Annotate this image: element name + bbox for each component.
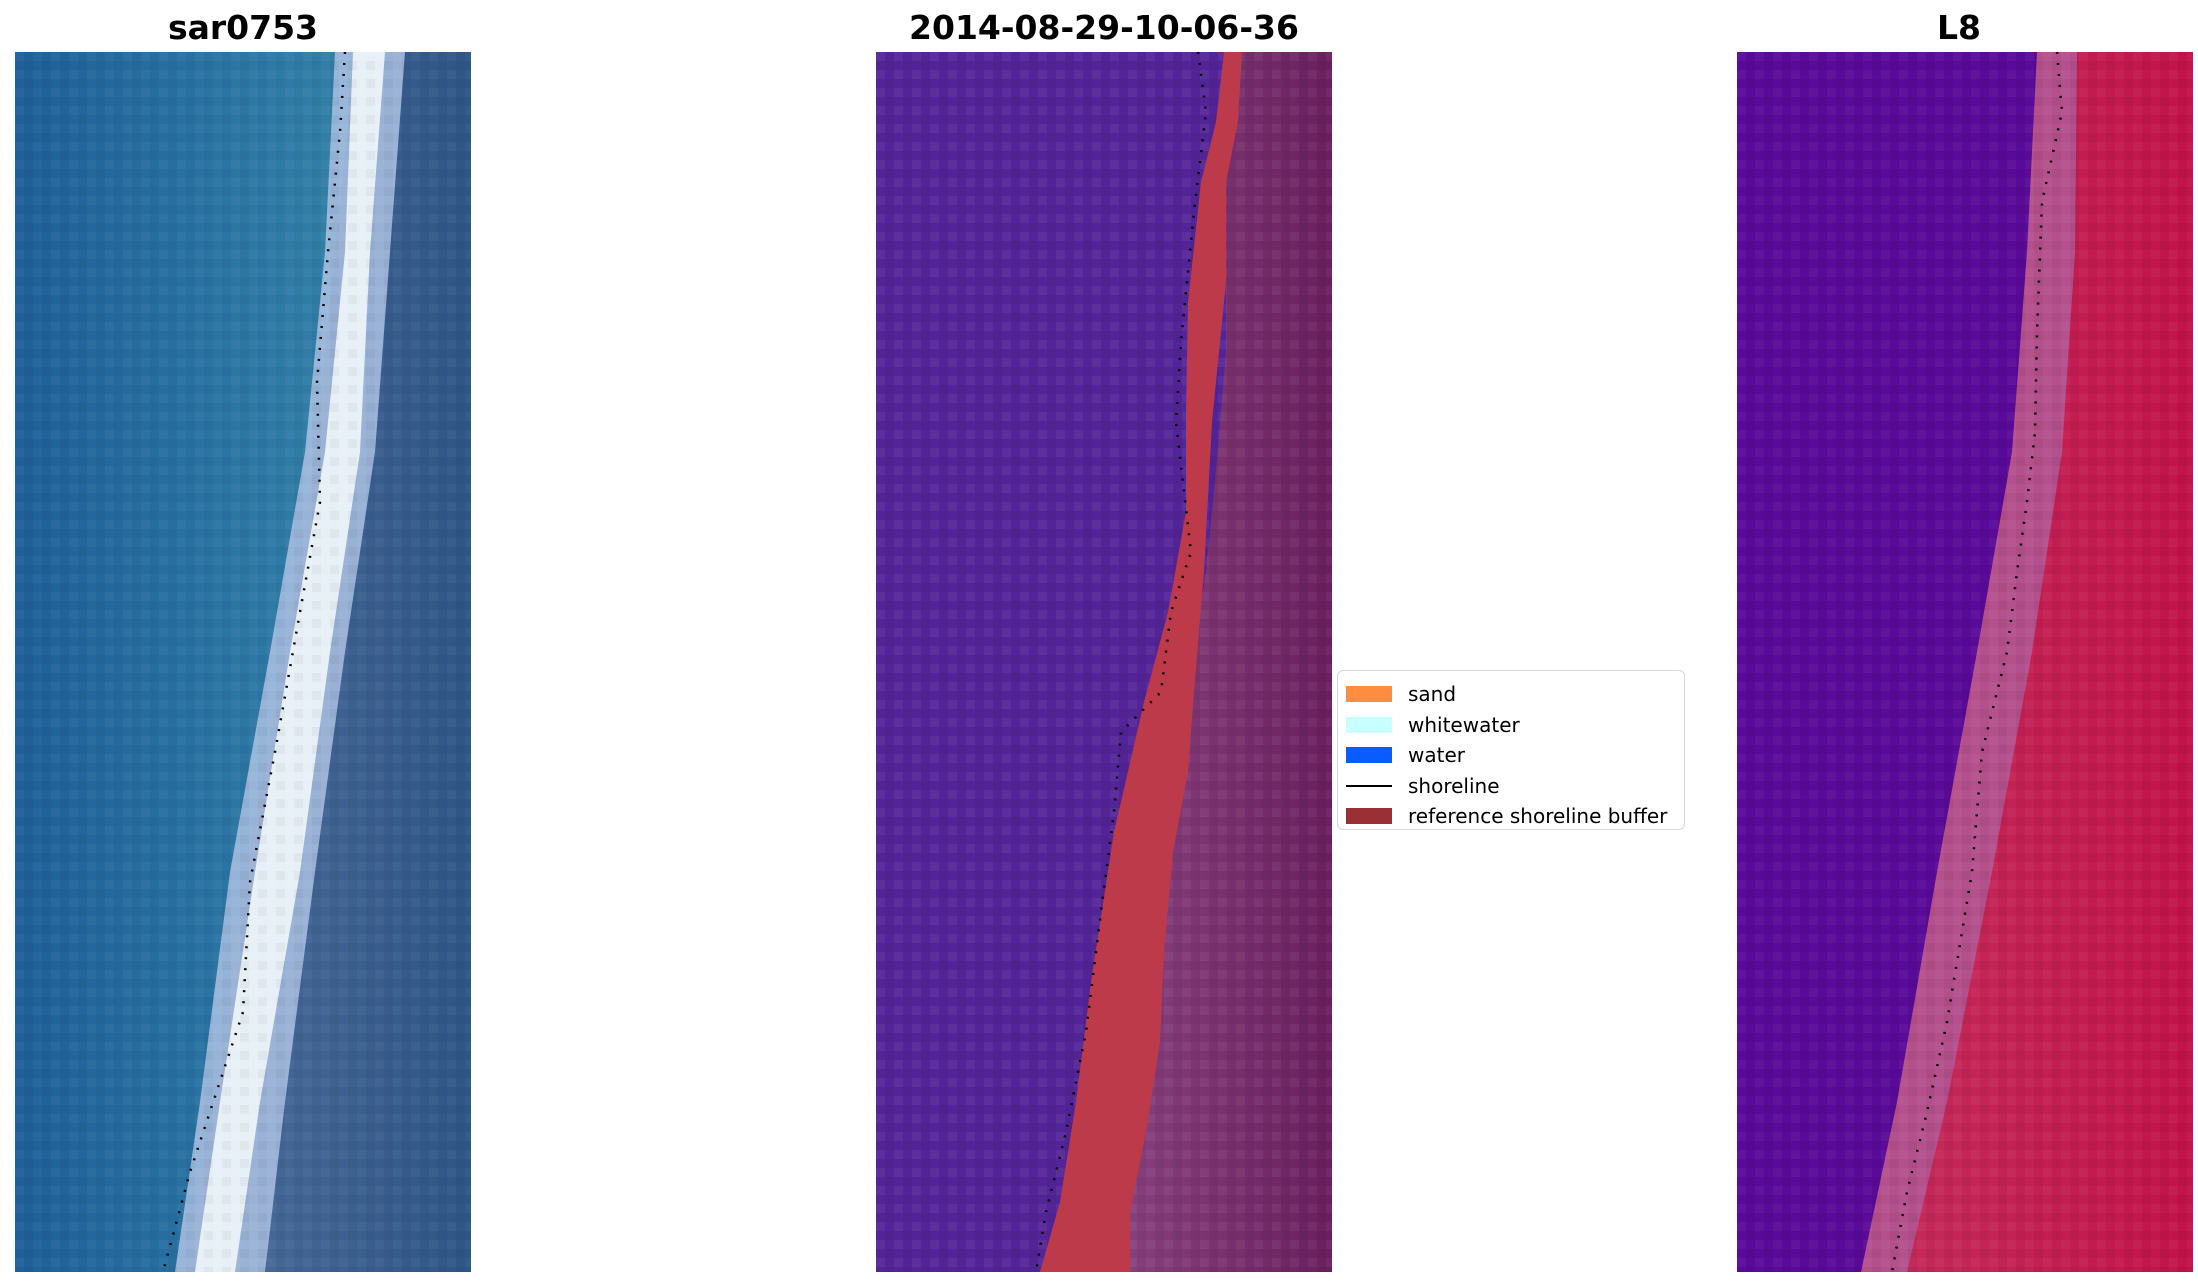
panel-title-middle: 2014-08-29-10-06-36 [909,8,1299,47]
classified-image-panel [876,52,1332,1272]
legend-item-sand: sand [1346,679,1676,710]
classified-image [876,52,1332,1272]
legend-label: reference shoreline buffer [1408,804,1668,829]
panel-title-right: L8 [1937,8,1981,47]
whitewater-swatch-icon [1346,716,1392,733]
index-image-panel [1737,52,2193,1272]
panel-title-left: sar0753 [167,8,319,47]
legend-label: water [1408,743,1465,768]
legend-item-shoreline: shoreline [1346,771,1676,802]
legend-label: shoreline [1408,773,1500,798]
index-image [1737,52,2193,1272]
satellite-image-panel [15,52,471,1272]
legend-item-water: water [1346,740,1676,771]
legend-item-whitewater: whitewater [1346,710,1676,741]
legend-label: whitewater [1408,712,1520,737]
legend-label: sand [1408,682,1457,707]
legend: sand whitewater water shoreline referenc… [1337,670,1685,830]
satellite-image [15,52,471,1272]
water-swatch-icon [1346,747,1392,764]
shoreline-line-icon [1346,784,1392,787]
legend-item-reference-buffer: reference shoreline buffer [1346,801,1676,832]
buffer-swatch-icon [1346,808,1392,825]
sand-swatch-icon [1346,686,1392,703]
